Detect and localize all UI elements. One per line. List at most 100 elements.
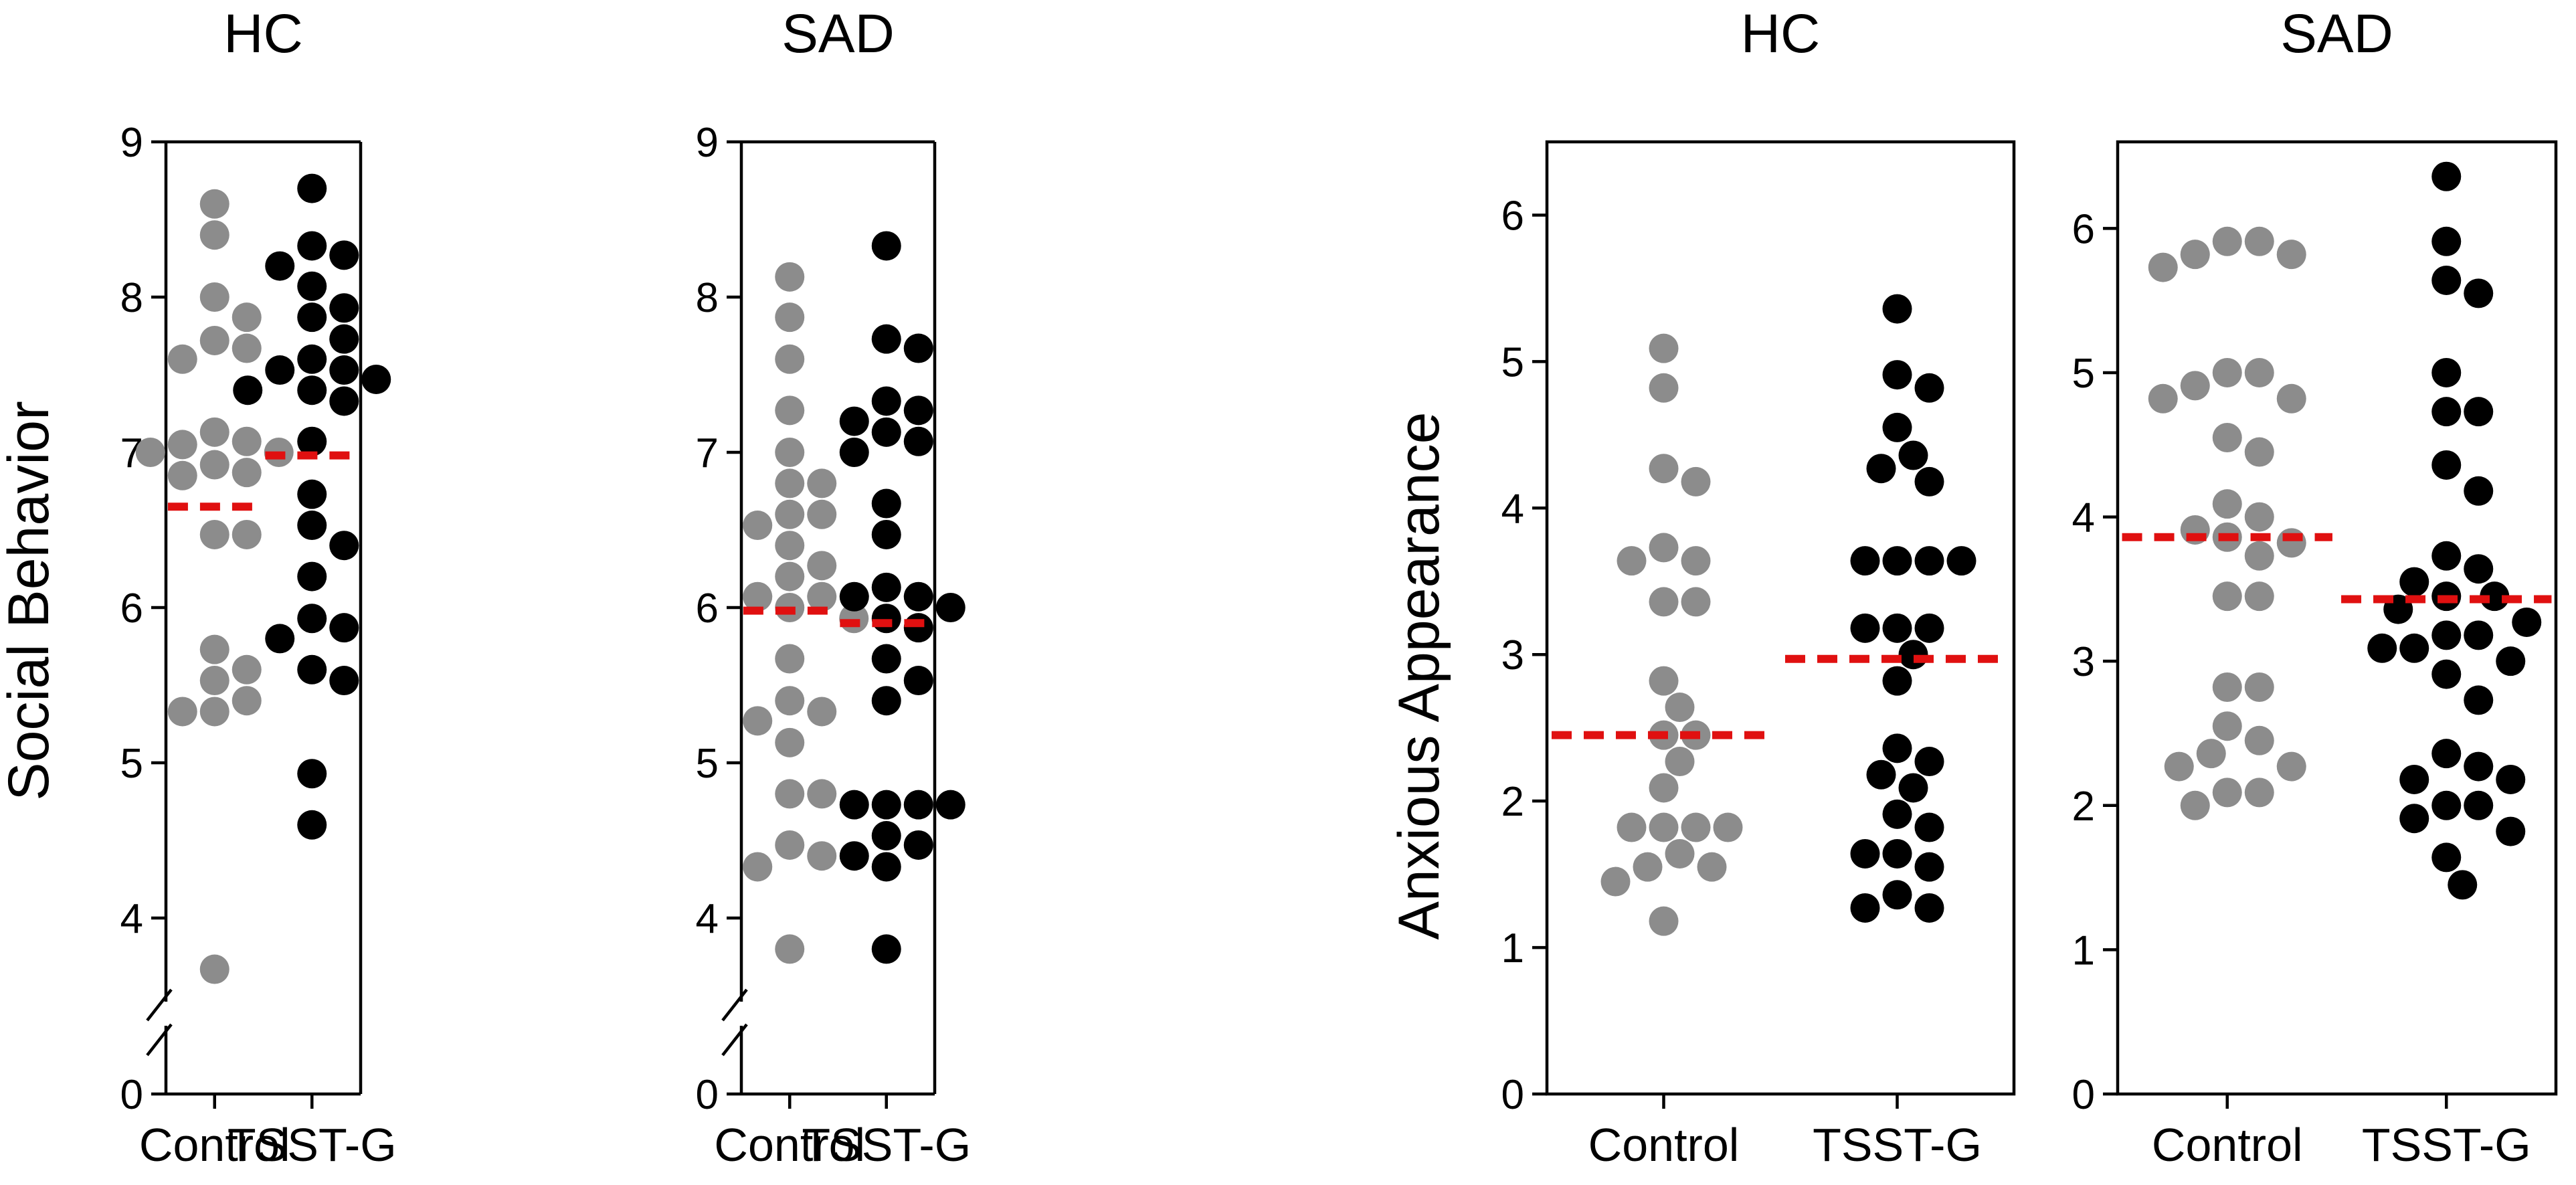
data-point-control: [2148, 252, 2178, 282]
data-point-tsst-g: [839, 581, 869, 612]
data-point-control: [775, 779, 805, 809]
data-point-control: [1649, 333, 1679, 363]
data-point-tsst-g: [329, 355, 359, 385]
y-tick-label: 0: [2072, 1072, 2095, 1118]
data-point-control: [807, 499, 837, 529]
data-point-tsst-g: [2431, 265, 2462, 295]
data-point-tsst-g: [1914, 747, 1944, 777]
data-point-tsst-g: [2448, 870, 2478, 900]
data-point-tsst-g: [839, 841, 869, 871]
data-point-tsst-g: [1866, 454, 1896, 484]
x-category-label: Control: [1588, 1119, 1740, 1171]
data-point-tsst-g: [871, 934, 901, 964]
data-point-control: [167, 344, 197, 374]
data-point-control: [2212, 778, 2242, 808]
data-point-control: [1649, 666, 1679, 696]
data-point-control: [2244, 725, 2274, 755]
ylabel-social-behavior: Social Behavior: [0, 401, 61, 801]
data-point-tsst-g: [329, 386, 359, 416]
data-point-control: [2244, 672, 2274, 702]
data-point-tsst-g: [903, 830, 933, 860]
data-point-control: [775, 531, 805, 561]
data-point-tsst-g: [871, 488, 901, 519]
axis-break-mark-lower: [146, 1023, 173, 1057]
data-point-control: [199, 189, 229, 219]
plot-frame: [1545, 140, 2016, 1096]
y-tick-label: 3: [1501, 632, 1524, 678]
data-point-control: [1681, 587, 1711, 617]
data-point-control: [199, 519, 229, 549]
data-point-control: [2180, 790, 2210, 820]
data-point-tsst-g: [871, 324, 901, 354]
data-point-control: [2244, 581, 2274, 612]
data-point-control: [1681, 812, 1711, 842]
y-tick-label: 6: [1501, 193, 1524, 239]
data-point-tsst-g: [2431, 790, 2462, 820]
data-point-tsst-g: [2399, 567, 2429, 597]
data-point-tsst-g: [297, 654, 327, 685]
data-point-tsst-g: [1850, 893, 1880, 923]
data-point-tsst-g: [329, 240, 359, 270]
data-point-tsst-g: [2464, 751, 2494, 782]
data-point-tsst-g: [2431, 739, 2462, 769]
data-point-tsst-g: [871, 644, 901, 674]
y-tick-label: 8: [696, 275, 719, 321]
axis-break-mark-upper: [721, 988, 748, 1022]
data-point-tsst-g: [871, 519, 901, 549]
data-point-control: [807, 581, 837, 612]
data-point-tsst-g: [329, 666, 359, 696]
data-point-tsst-g: [1882, 613, 1912, 643]
data-point-control: [232, 654, 262, 685]
data-point-control: [135, 438, 165, 467]
data-point-tsst-g: [1882, 360, 1912, 390]
data-point-control: [2212, 581, 2242, 612]
axis-break-mark-upper: [146, 988, 173, 1022]
data-point-tsst-g: [297, 231, 327, 261]
data-point-control: [2244, 778, 2274, 808]
data-point-tsst-g: [297, 810, 327, 840]
data-point-tsst-g: [329, 613, 359, 643]
data-point-tsst-g: [265, 624, 295, 654]
data-point-tsst-g: [1850, 546, 1880, 576]
data-point-tsst-g: [903, 790, 933, 820]
y-tick-label: 2: [2072, 784, 2095, 830]
data-point-tsst-g: [2431, 226, 2462, 256]
y-tick-label: 6: [120, 585, 143, 632]
data-point-tsst-g: [903, 426, 933, 456]
y-tick-label: 7: [696, 430, 719, 476]
data-point-tsst-g: [2512, 607, 2542, 637]
data-point-tsst-g: [871, 852, 901, 882]
data-point-control: [775, 644, 805, 674]
panel-title: HC: [1741, 3, 1820, 64]
y-tick-label: 5: [120, 741, 143, 787]
data-point-tsst-g: [2496, 764, 2526, 794]
y-tick-label: 0: [696, 1072, 719, 1118]
data-point-control: [2276, 240, 2306, 270]
data-point-control: [199, 666, 229, 696]
data-point-control: [1633, 852, 1663, 882]
data-point-control: [807, 779, 837, 809]
axis-break-mark-lower: [721, 1023, 748, 1057]
data-point-control: [807, 468, 837, 498]
data-point-control: [199, 634, 229, 664]
y-tick-label: 4: [120, 896, 143, 942]
data-point-tsst-g: [903, 613, 933, 643]
data-point-tsst-g: [265, 355, 295, 385]
data-point-tsst-g: [1850, 838, 1880, 869]
data-point-control: [1649, 454, 1679, 484]
data-point-control: [2276, 528, 2306, 558]
data-point-tsst-g: [1882, 838, 1912, 869]
y-tick-label: 5: [696, 741, 719, 787]
data-point-tsst-g: [1882, 799, 1912, 829]
data-point-control: [775, 395, 805, 426]
data-point-tsst-g: [839, 438, 869, 467]
data-point-control: [775, 438, 805, 467]
data-point-control: [199, 450, 229, 480]
data-point-tsst-g: [871, 604, 901, 634]
data-point-control: [743, 706, 773, 736]
data-point-control: [199, 220, 229, 250]
data-point-control: [2148, 383, 2178, 414]
data-point-control: [1665, 747, 1695, 777]
